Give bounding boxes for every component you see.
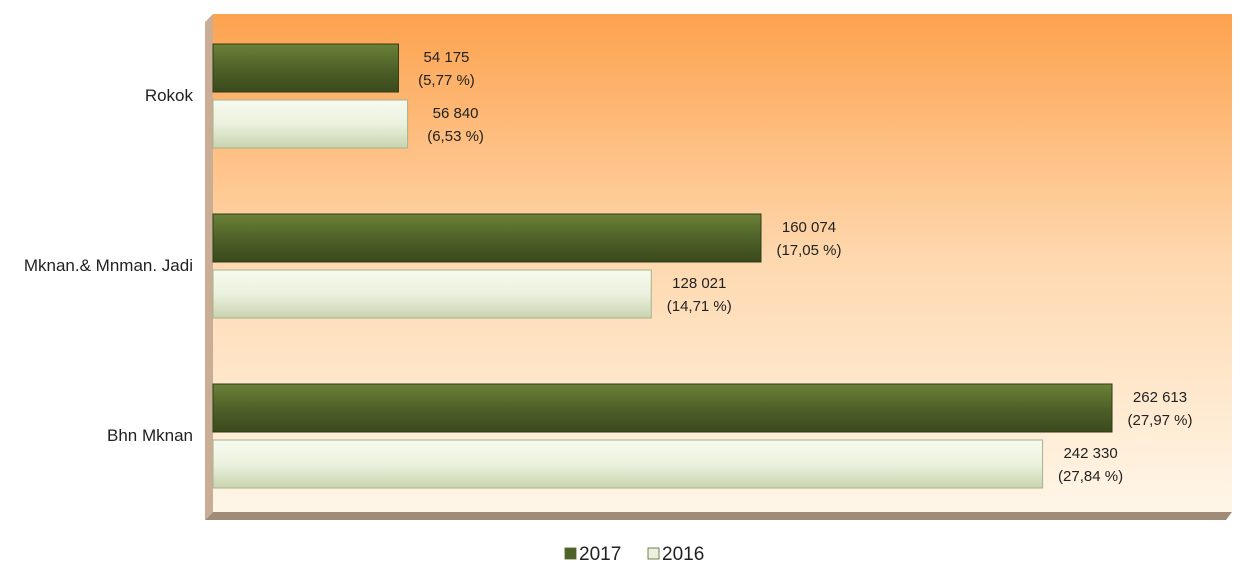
bar <box>212 383 1113 433</box>
value-label: 160 074 <box>782 219 836 236</box>
floor <box>205 512 1232 520</box>
share-label: (17,05 %) <box>776 242 841 259</box>
value-label: 128 021 <box>672 275 726 292</box>
bar <box>212 269 652 319</box>
bar <box>212 439 1044 489</box>
bar <box>212 43 399 93</box>
share-label: (27,97 %) <box>1127 412 1192 429</box>
share-label: (14,71 %) <box>667 298 732 315</box>
category-label: Rokok <box>144 86 193 105</box>
bar <box>212 213 762 263</box>
share-label: (27,84 %) <box>1058 468 1123 485</box>
legend-label: 2016 <box>662 544 704 565</box>
value-label: 54 175 <box>424 49 470 66</box>
category-label: Mknan.& Mnman. Jadi <box>23 256 193 275</box>
value-label: 242 330 <box>1063 445 1117 462</box>
legend-label: 2017 <box>579 544 621 565</box>
share-label: (5,77 %) <box>418 72 475 89</box>
category-label: Bhn Mknan <box>107 426 193 445</box>
share-label: (6,53 %) <box>427 128 484 145</box>
legend-swatch <box>647 547 660 560</box>
value-label: 262 613 <box>1133 389 1187 406</box>
bar <box>212 99 409 149</box>
legend-swatch <box>564 547 577 560</box>
value-label: 56 840 <box>433 105 479 122</box>
